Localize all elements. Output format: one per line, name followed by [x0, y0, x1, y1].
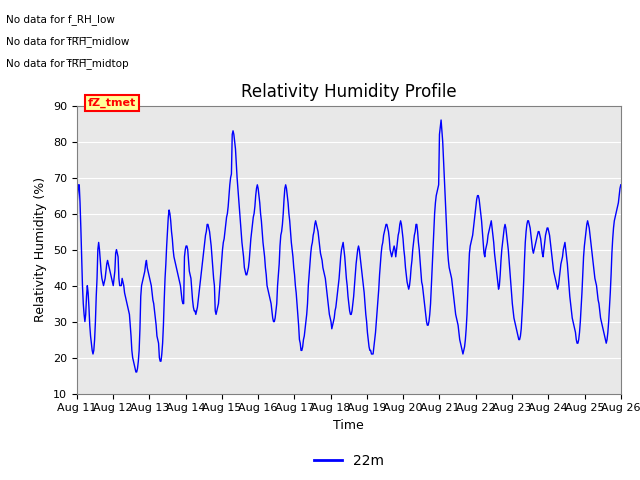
Text: No data for f̅R̅H̅_̅midtop: No data for f̅R̅H̅_̅midtop [6, 58, 129, 69]
Title: Relativity Humidity Profile: Relativity Humidity Profile [241, 83, 456, 101]
Legend: 22m: 22m [308, 448, 389, 473]
X-axis label: Time: Time [333, 419, 364, 432]
Text: No data for f̅R̅H̅_̅midlow: No data for f̅R̅H̅_̅midlow [6, 36, 130, 47]
Y-axis label: Relativity Humidity (%): Relativity Humidity (%) [35, 177, 47, 322]
Text: fZ_tmet: fZ_tmet [88, 97, 136, 108]
Text: No data for f_RH_low: No data for f_RH_low [6, 14, 115, 25]
